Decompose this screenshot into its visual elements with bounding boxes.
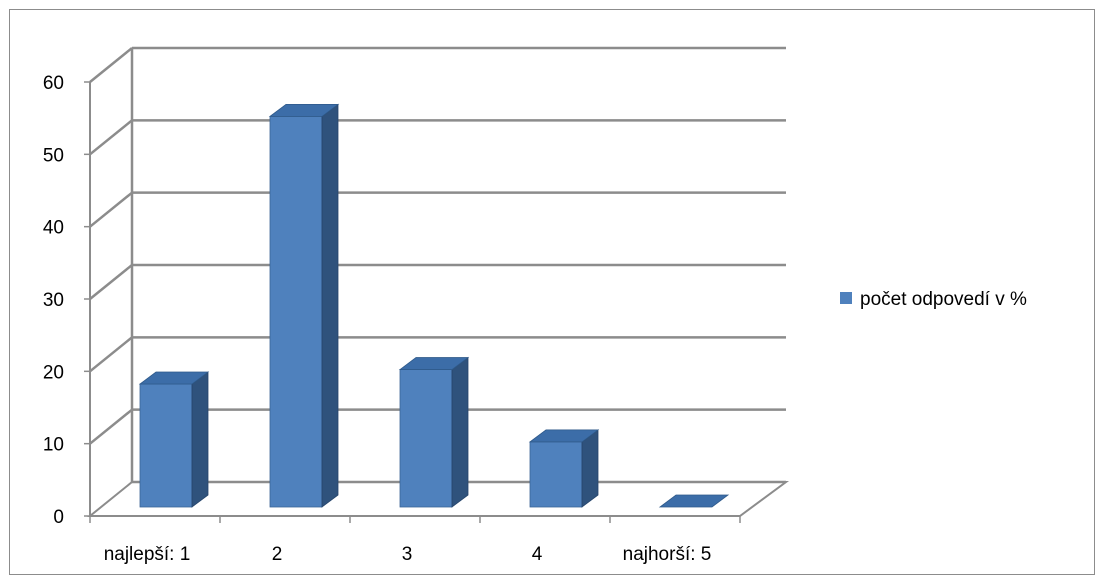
bar-front <box>139 383 193 508</box>
bar-side <box>581 429 599 508</box>
x-category-label: najlepší: 1 <box>104 544 191 565</box>
axis-layer <box>84 81 790 523</box>
bar-front <box>269 116 323 508</box>
bar-top <box>528 429 600 443</box>
y-tick-label: 60 <box>43 73 64 94</box>
gridline-diagonal <box>89 408 133 445</box>
y-tick-label: 30 <box>43 290 64 311</box>
gridline-diagonal <box>89 191 133 228</box>
bar-top <box>138 371 210 385</box>
legend-swatch <box>840 292 852 304</box>
bar <box>138 371 210 508</box>
gridline-diagonal <box>89 47 133 83</box>
y-tick-label: 10 <box>43 435 64 456</box>
gridline-diagonal <box>89 119 133 156</box>
floor-plane <box>87 481 790 517</box>
gridline-diagonal <box>89 264 133 300</box>
bar-front <box>529 441 583 508</box>
y-tick-label: 50 <box>43 145 64 166</box>
bar <box>268 103 340 508</box>
bar-side <box>451 356 469 508</box>
y-tick-label: 0 <box>53 507 64 528</box>
y-tick-label: 40 <box>43 218 64 239</box>
bar <box>658 494 730 508</box>
bar-side <box>321 103 339 508</box>
bar-top <box>398 357 470 370</box>
x-category-label: 4 <box>532 544 543 565</box>
legend-label: počet odpovedí v % <box>860 289 1027 310</box>
legend: počet odpovedí v % <box>840 289 1027 310</box>
gridline-diagonal <box>89 336 133 373</box>
bar <box>528 429 600 508</box>
bar-front <box>399 369 453 508</box>
x-category-label: najhorší: 5 <box>623 544 712 565</box>
bar-side <box>191 371 209 508</box>
x-category-label: 3 <box>402 544 413 565</box>
y-tick-label: 20 <box>43 362 64 383</box>
x-category-label: 2 <box>272 544 283 565</box>
bars-layer <box>138 103 730 508</box>
labels-layer: 0 10 20 30 40 50 60 najlepší: 1 2 3 4 najhorší: 5 <box>43 73 712 565</box>
bar-top <box>658 494 730 508</box>
bar-top <box>268 104 340 117</box>
bar <box>398 356 470 508</box>
